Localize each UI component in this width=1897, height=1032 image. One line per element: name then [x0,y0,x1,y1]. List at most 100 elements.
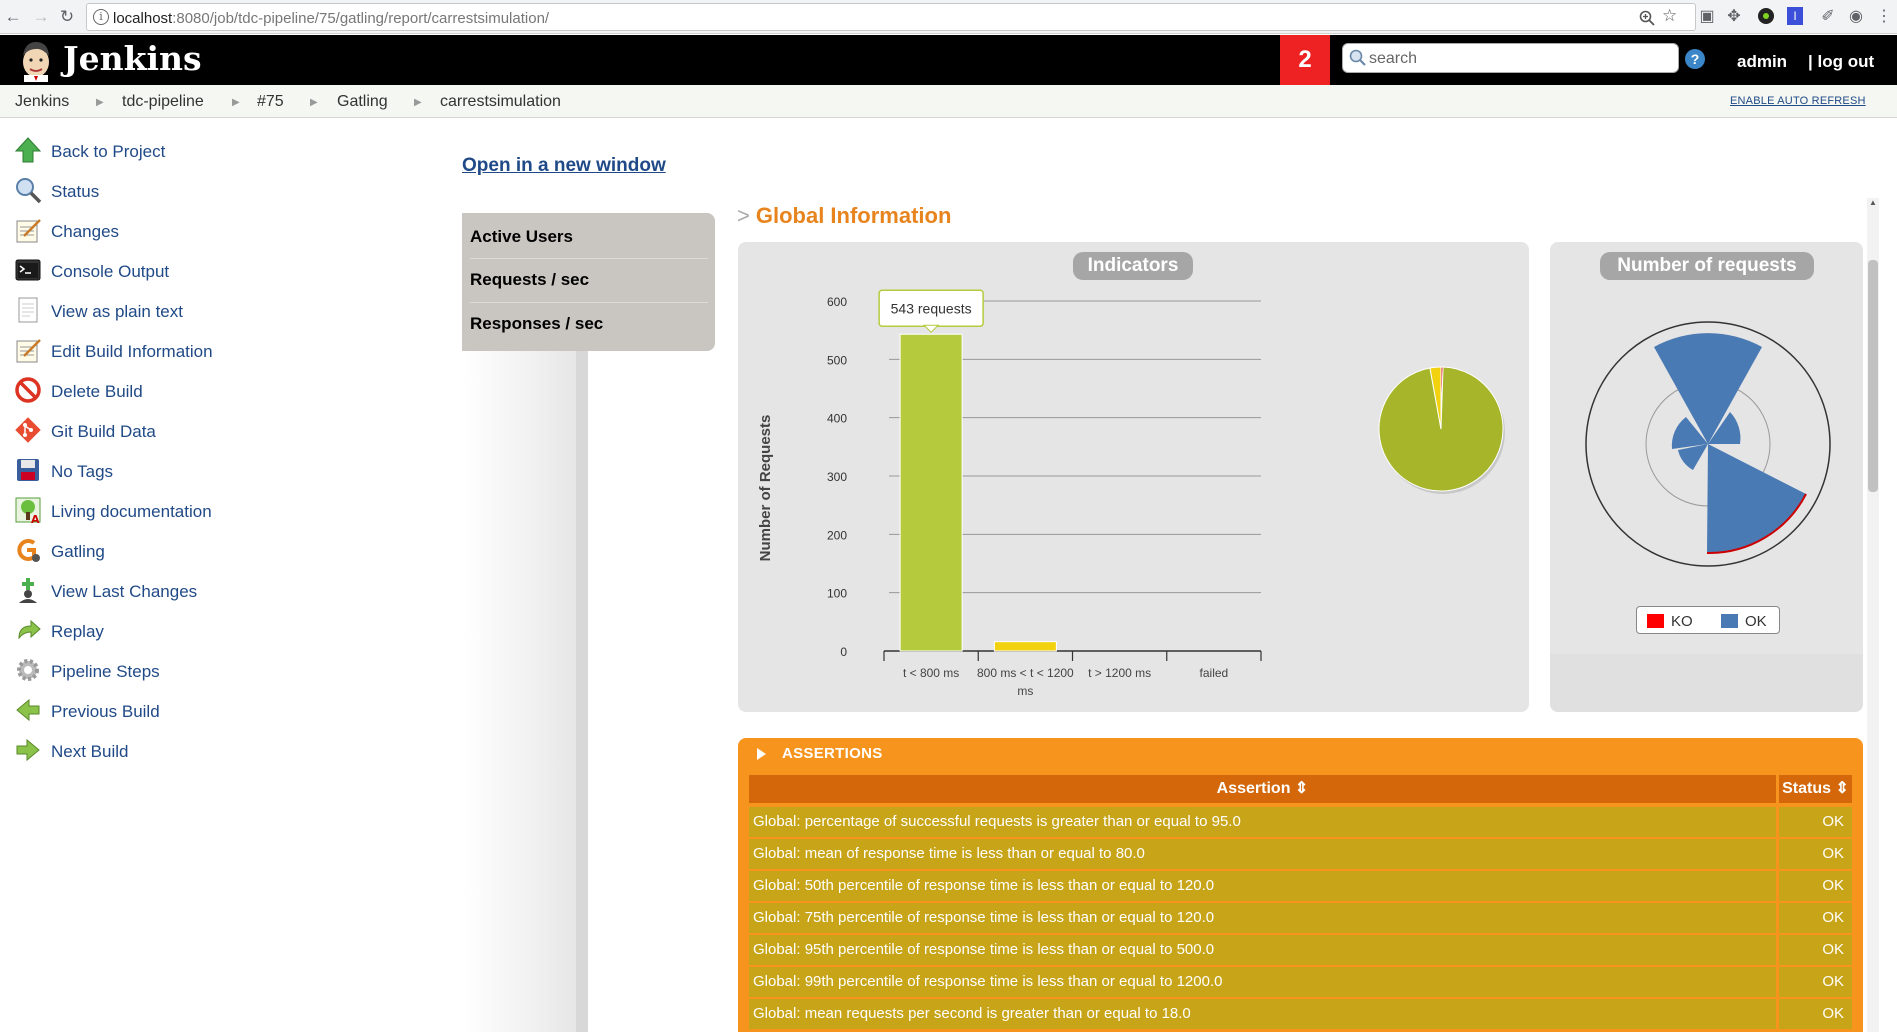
expand-triangle-icon[interactable] [757,748,766,760]
git-icon [15,417,41,443]
menu-requests-per-sec[interactable]: Requests / sec [470,270,590,289]
breadcrumb-build[interactable]: #75 [257,93,284,110]
sidebar-item-label: Back to Project [51,142,166,161]
tooltip-pointer [922,324,940,333]
terminal-icon [15,259,41,281]
sidebar-item-delete-build[interactable]: Delete Build [14,375,374,405]
sidebar-item-view-last-changes[interactable]: View Last Changes [14,575,374,605]
assertions-title: ASSERTIONS [782,745,883,762]
sidebar-item-label: Next Build [51,742,129,761]
sidebar-item-pipeline-steps[interactable]: Pipeline Steps [14,655,374,685]
address-bar[interactable]: i localhost:8080/job/tdc-pipeline/75/gat… [86,3,1696,31]
polar-outer-ring [1585,321,1831,567]
sidebar-item-label: Console Output [51,262,170,281]
url-text: localhost:8080/job/tdc-pipeline/75/gatli… [113,10,549,27]
help-icon[interactable]: ? [1685,49,1705,69]
enable-auto-refresh-link[interactable]: ENABLE AUTO REFRESH [1730,95,1866,107]
notification-badge[interactable]: 2 [1280,35,1330,85]
sidebar-item-label: Pipeline Steps [51,662,160,681]
sidebar-item-back-to-project[interactable]: Back to Project [14,135,374,165]
breadcrumb-gatling[interactable]: Gatling [337,93,388,110]
sidebar-item-gatling[interactable]: Gatling [14,535,374,565]
status-column-header[interactable]: Status ⇕ [1779,775,1852,803]
reload-icon[interactable]: ↻ [59,7,75,26]
sort-icon: ⇕ [1294,780,1309,797]
polar-segment [1707,444,1806,554]
search-input[interactable]: search [1369,50,1418,67]
sidebar-item-changes[interactable]: Changes [14,215,374,245]
y-tick-label: 600 [827,295,847,309]
menu-divider [470,258,708,259]
zoom-icon[interactable] [1639,10,1655,26]
jenkins-butler-icon[interactable] [16,38,56,82]
jenkins-logo-text[interactable]: Jenkins [63,39,202,78]
report-scrollbar[interactable]: ▲ [1867,198,1879,1032]
assertion-row: Global: 99th percentile of response time… [749,967,1852,997]
breadcrumb-separator: ▶ [232,97,240,108]
camera-icon[interactable]: ◉ [1849,8,1863,25]
back-arrow-icon[interactable]: ← [4,7,22,26]
site-info-icon[interactable]: i [93,9,109,25]
bookmark-star-icon[interactable]: ☆ [1662,6,1678,25]
extension-dark-icon[interactable] [1757,7,1777,25]
scrollbar-thumb[interactable] [1868,260,1878,492]
move-icon[interactable]: ✥ [1727,8,1741,25]
sidebar-item-label: View as plain text [51,302,183,321]
assertion-text: Global: 75th percentile of response time… [749,903,1776,933]
sort-icon: ⇕ [1835,780,1849,797]
breadcrumb-jenkins[interactable]: Jenkins [15,93,70,110]
bar-0 [899,333,963,652]
sidebar-item-label: Replay [51,622,104,641]
assertion-column-header[interactable]: Assertion ⇕ [749,775,1776,803]
open-in-new-window-link[interactable]: Open in a new window [462,155,666,176]
forward-arrow-icon[interactable]: → [32,7,50,26]
cast-icon[interactable]: ▣ [1699,8,1715,25]
scroll-up-arrow-icon[interactable]: ▲ [1869,198,1877,207]
assertion-text: Global: 99th percentile of response time… [749,967,1776,997]
assertion-row: Global: 50th percentile of response time… [749,871,1852,901]
menu-active-users[interactable]: Active Users [470,227,574,246]
assertion-row: Global: mean requests per second is grea… [749,999,1852,1029]
report-left-stripe [576,213,588,1032]
requests-panel: Number of requests KO OK [1550,242,1863,712]
sidebar-item-edit-build-information[interactable]: Edit Build Information [14,335,374,365]
sidebar-item-replay[interactable]: Replay [14,615,374,645]
requests-panel-footer [1550,654,1863,712]
assertion-status: OK [1779,839,1852,869]
sidebar-item-view-as-plain-text[interactable]: View as plain text [14,295,374,325]
sidebar-item-label: Git Build Data [51,422,156,441]
up-arrow-icon [14,137,42,163]
sidebar-item-previous-build[interactable]: Previous Build [14,695,374,725]
sidebar-item-status[interactable]: Status [14,175,374,205]
assertion-status: OK [1779,999,1852,1029]
user-link[interactable]: admin [1737,52,1788,71]
menu-divider [470,302,708,303]
extension-blue-icon[interactable]: I [1787,7,1803,25]
assertion-row: Global: percentage of successful request… [749,807,1852,837]
y-tick-label: 100 [827,587,847,601]
browser-menu-icon[interactable]: ⋮ [1876,8,1892,25]
picker-icon[interactable]: ✐ [1821,8,1835,25]
assertion-text: Global: mean of response time is less th… [749,839,1776,869]
gatling-icon [17,539,40,562]
assertion-row: Global: 75th percentile of response time… [749,903,1852,933]
legend-ok[interactable]: OK [1745,613,1767,630]
sidebar-item-next-build[interactable]: Next Build [14,735,374,765]
person-plus-icon [19,578,37,603]
sidebar-item-living-documentation[interactable]: A Living documentation [14,495,374,525]
search-box[interactable]: search [1342,43,1679,73]
menu-responses-per-sec[interactable]: Responses / sec [470,314,604,333]
breadcrumb-job[interactable]: tdc-pipeline [122,93,204,110]
sidebar-item-git-build-data[interactable]: Git Build Data [14,415,374,445]
breadcrumb-simulation[interactable]: carrestsimulation [440,93,561,110]
sidebar-item-no-tags[interactable]: No Tags [14,455,374,485]
assertion-text: Global: 50th percentile of response time… [749,871,1776,901]
sidebar-item-label: Living documentation [51,502,212,521]
x-tick-label: t < 800 ms [903,666,959,680]
sidebar-item-console-output[interactable]: Console Output [14,255,374,285]
y-tick-label: 300 [827,470,847,484]
legend-ko[interactable]: KO [1671,613,1693,630]
logout-link[interactable]: | log out [1808,52,1875,71]
assertions-header[interactable]: ASSERTIONS [738,738,1863,768]
assertions-section: ASSERTIONS Assertion ⇕ Status ⇕ Global: … [738,738,1863,1032]
